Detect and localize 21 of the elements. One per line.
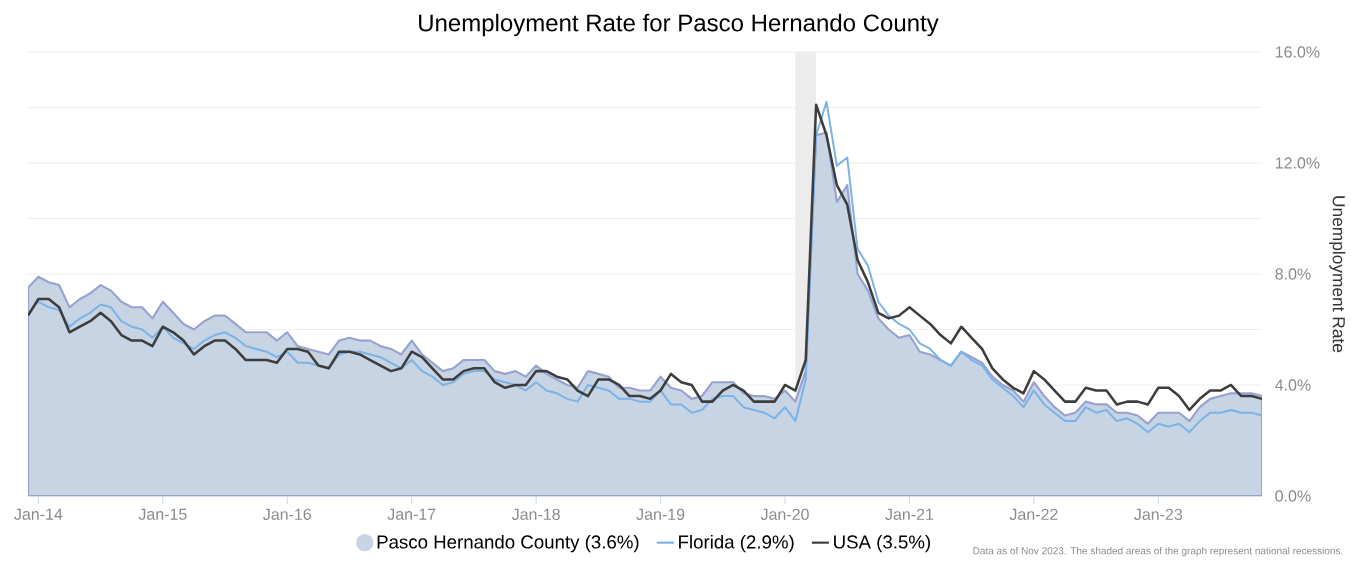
x-tick-label: Jan-17 <box>387 508 436 520</box>
y-tick-label: 12.0% <box>1275 157 1320 169</box>
chart-title: Unemployment Rate for Pasco Hernando County <box>419 13 939 37</box>
y-axis-title: Unemployment Rate <box>1329 196 1346 353</box>
x-tick-label: Jan-20 <box>760 508 809 521</box>
legend-label: USA (3.5%) <box>834 534 931 553</box>
legend-label: Florida (2.9%) <box>679 534 794 553</box>
x-tick-label: Jan-15 <box>138 508 187 520</box>
x-tick-label: Jan-22 <box>1009 508 1058 521</box>
x-tick-label: Jan-21 <box>885 508 934 521</box>
x-tick-label: Jan-16 <box>263 508 312 521</box>
x-tick-label: Jan-23 <box>1134 508 1183 521</box>
y-tick-label: 8.0% <box>1275 268 1311 280</box>
text: Data as of Nov 2023. The shaded areas of the graph represent national recessions. <box>973 546 1343 557</box>
y-tick-label: 4.0% <box>1275 379 1311 391</box>
x-tick-label: Jan-19 <box>636 508 685 521</box>
x-tick-label: Jan-14 <box>14 508 63 520</box>
y-tick-label: 16.0% <box>1275 46 1320 58</box>
legend-label: Pasco Hernando County (3.6%) <box>377 534 639 553</box>
x-tick-label: Jan-18 <box>511 508 560 521</box>
y-tick-label: 0.0% <box>1275 490 1311 502</box>
